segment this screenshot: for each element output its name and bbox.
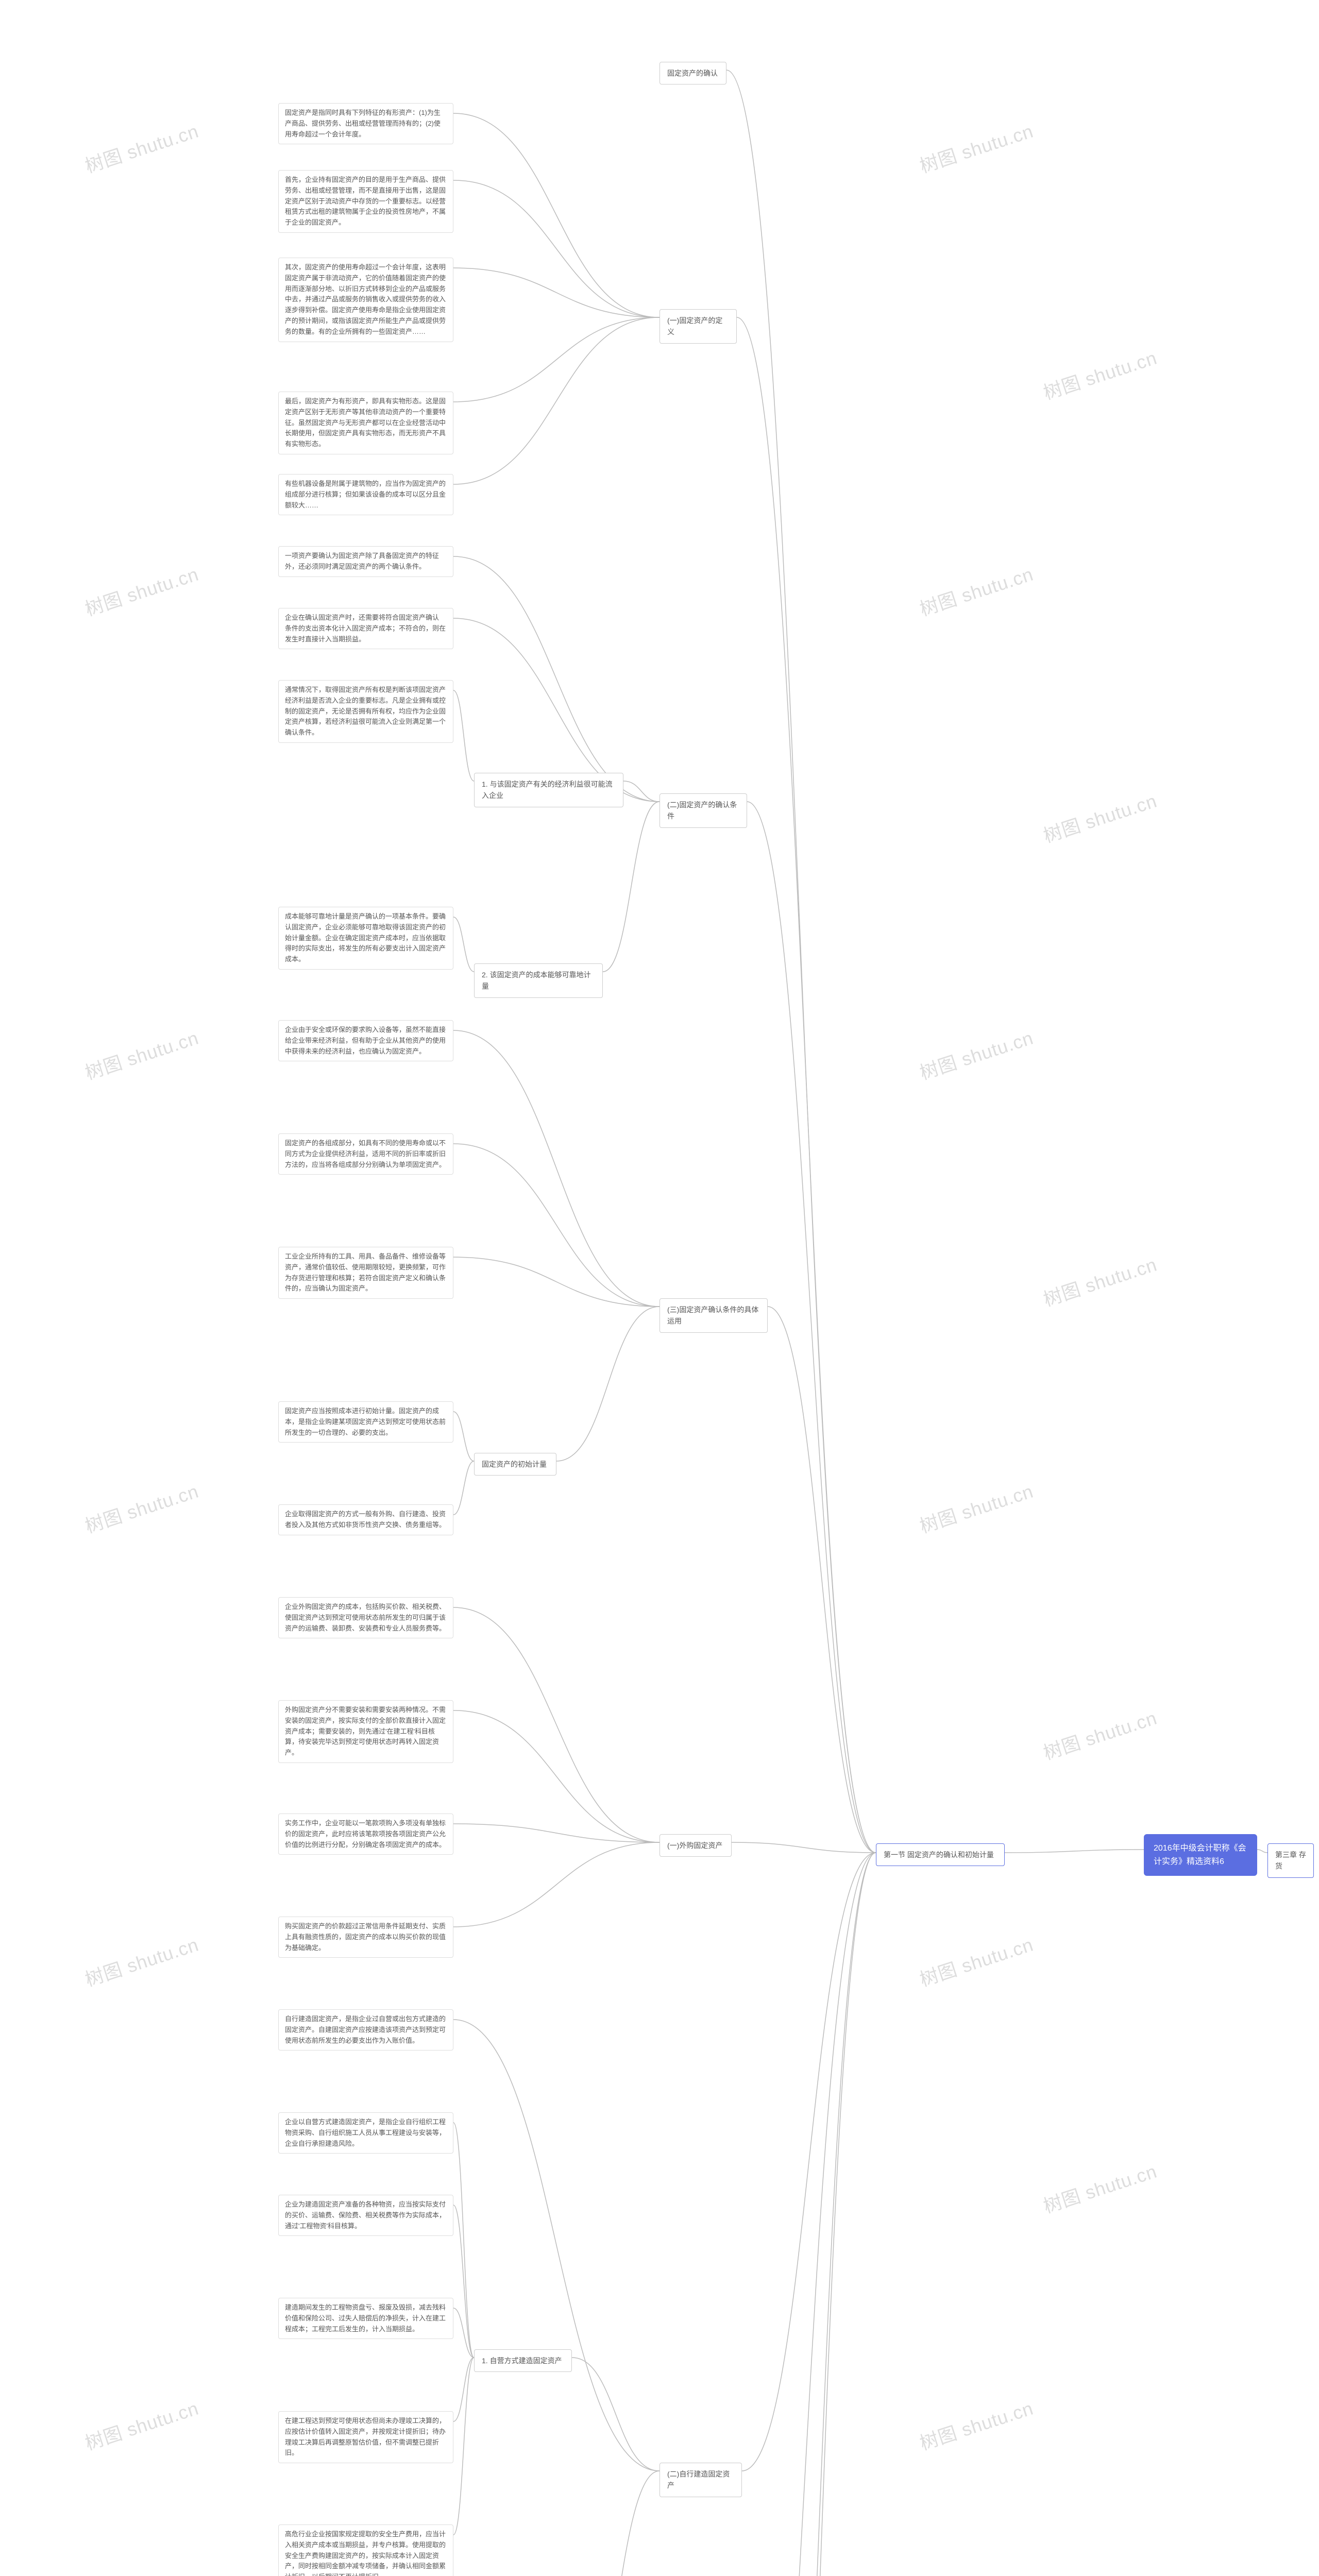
watermark: 树图 shutu.cn (916, 2394, 1037, 2455)
chapter-node: 第三章 存货 (1267, 1843, 1314, 1878)
leaf-15: 外购固定资产分不需要安装和需要安装两种情况。不需安装的固定资产，按实际支付的全部… (278, 1700, 453, 1763)
connector (453, 690, 474, 781)
connector (1257, 1850, 1267, 1853)
watermark: 树图 shutu.cn (1040, 1703, 1160, 1765)
connector (1005, 1850, 1144, 1853)
connector (453, 2308, 474, 2358)
leaf-6: 企业在确认固定资产时，还需要将符合固定资产确认 条件的支出资本化计入固定资产成本… (278, 608, 453, 649)
connector (453, 317, 660, 484)
watermark: 树图 shutu.cn (1040, 343, 1160, 405)
watermark: 树图 shutu.cn (81, 116, 202, 178)
connector (732, 1853, 876, 2576)
leaf-2: 其次，固定资产的使用寿命超过一个会计年度，这表明固定资产属于非流动资产，它的价值… (278, 258, 453, 342)
leaf-8: 成本能够可靠地计量是资产确认的一项基本条件。要确认固定资产，企业必须能够可靠地取… (278, 907, 453, 970)
connector (453, 1842, 660, 1927)
watermark: 树图 shutu.cn (81, 1930, 202, 1992)
connector (453, 1412, 474, 1461)
root-node: 2016年中级会计职称《会计实务》精选资料6 (1144, 1834, 1257, 1876)
leaf-3: 最后，固定资产为有形资产，即具有实物形态。这是固定资产区别于无形资产等其他非流动… (278, 392, 453, 454)
connector (453, 2020, 660, 2471)
watermark: 树图 shutu.cn (81, 1477, 202, 1538)
watermark: 树图 shutu.cn (916, 1477, 1037, 1538)
leaf-7: 通常情况下，取得固定资产所有权是判断该项固定资产经济利益是否流入企业的重要标志。… (278, 680, 453, 743)
leaf-18: 自行建造固定资产，是指企业过自营或出包方式建造的固定资产。自建固定资产应按建造该… (278, 2009, 453, 2050)
connector (737, 317, 876, 1853)
connector (623, 781, 660, 802)
leaf-10: 固定资产的各组成部分，如具有不同的使用寿命或以不同方式为企业提供经济利益，适用不… (278, 1133, 453, 1175)
connector (768, 1307, 876, 1853)
s3a: 固定资产的初始计量 (474, 1453, 556, 1476)
connector (453, 1257, 660, 1307)
connector (453, 556, 660, 802)
leaf-20: 企业为建造固定资产准备的各种物资，应当按实际支付的买价、运输费、保险费、相关税费… (278, 2195, 453, 2236)
leaf-11: 工业企业所持有的工具、用具、备品备件、维修设备等资产，通常价值较低、使用期限较短… (278, 1247, 453, 1299)
connector (453, 1607, 660, 1842)
leaf-21: 建造期间发生的工程物资盘亏、报废及毁损，减去残料价值和保险公司、过失人赔偿后的净… (278, 2298, 453, 2339)
h5: (二)自行建造固定资产 (660, 2463, 742, 2497)
connector (572, 2358, 660, 2471)
watermark: 树图 shutu.cn (81, 560, 202, 621)
section-node: 第一节 固定资产的确认和初始计量 (876, 1843, 1005, 1866)
leaf-12: 固定资产应当按照成本进行初始计量。固定资产的成本，是指企业购建某项固定资产达到预… (278, 1401, 453, 1443)
s2a: 1. 与该固定资产有关的经济利益很可能流入企业 (474, 773, 623, 807)
connector (726, 70, 876, 1853)
leaf-9: 企业由于安全或环保的要求购入设备等，虽然不能直接给企业带来经济利益，但有助于企业… (278, 1020, 453, 1061)
connector (453, 2358, 474, 2421)
leaf-19: 企业以自营方式建造固定资产，是指企业自行组织工程物资采购、自行组织施工人员从事工… (278, 2112, 453, 2154)
watermark: 树图 shutu.cn (81, 1023, 202, 1085)
connector-layer (0, 0, 1319, 2576)
connector (453, 2123, 474, 2358)
leaf-22: 在建工程达到预定可使用状态但尚未办理竣工决算的，应按估计价值转入固定资产，并按规… (278, 2411, 453, 2463)
connector (453, 1144, 660, 1307)
watermark: 树图 shutu.cn (1040, 1250, 1160, 1312)
h0: 固定资产的确认 (660, 62, 726, 84)
h4: (一)外购固定资产 (660, 1834, 732, 1857)
connector (453, 1824, 660, 1842)
h1: (一)固定资产的定义 (660, 309, 737, 344)
connector (732, 1842, 876, 1853)
leaf-4: 有些机器设备是附属于建筑物的，应当作为固定资产的组成部分进行核算；但如果该设备的… (278, 474, 453, 515)
s2b: 2. 该固定资产的成本能够可靠地计量 (474, 963, 603, 998)
connector (453, 1030, 660, 1307)
watermark: 树图 shutu.cn (81, 2394, 202, 2455)
watermark: 树图 shutu.cn (916, 116, 1037, 178)
leaf-14: 企业外购固定资产的成本，包括购买价款、相关税费、使固定资产达到预定可使用状态前所… (278, 1597, 453, 1638)
connector (453, 917, 474, 972)
connector (742, 1853, 876, 2471)
connector (453, 268, 660, 317)
leaf-13: 企业取得固定资产的方式一般有外购、自行建造、投资者投入及其他方式如非货币性资产交… (278, 1504, 453, 1535)
connector (453, 113, 660, 317)
connector (453, 1710, 660, 1842)
connector (556, 1307, 660, 1461)
connector (603, 802, 660, 972)
leaf-23: 高危行业企业按国家规定提取的安全生产费用，应当计入相关资产成本或当期损益，并专户… (278, 2524, 453, 2576)
leaf-17: 购买固定资产的价款超过正常信用条件延期支付、实质上具有融资性质的，固定资产的成本… (278, 1917, 453, 1958)
connector (572, 2471, 660, 2576)
connector (757, 1853, 876, 2576)
leaf-0: 固定资产是指同时具有下列特征的有形资产：(1)为生产商品、提供劳务、出租或经营管… (278, 103, 453, 144)
connector (453, 317, 660, 402)
watermark: 树图 shutu.cn (916, 1930, 1037, 1992)
s5a: 1. 自营方式建造固定资产 (474, 2349, 572, 2372)
leaf-1: 首先，企业持有固定资产的目的是用于生产商品、提供劳务、出租或经营管理，而不是直接… (278, 170, 453, 233)
connector (453, 180, 660, 317)
h2: (二)固定资产的确认条件 (660, 793, 747, 828)
h3: (三)固定资产确认条件的具体运用 (660, 1298, 768, 1333)
connector (757, 1853, 876, 2576)
connector (453, 2358, 474, 2535)
watermark: 树图 shutu.cn (916, 560, 1037, 621)
watermark: 树图 shutu.cn (1040, 2157, 1160, 2218)
connector (453, 2205, 474, 2358)
watermark: 树图 shutu.cn (916, 1023, 1037, 1085)
leaf-16: 实务工作中，企业可能以一笔款项购入多项没有单独标价的固定资产，此时应将该笔款项按… (278, 1814, 453, 1855)
connector (453, 1461, 474, 1515)
watermark: 树图 shutu.cn (1040, 786, 1160, 848)
leaf-5: 一项资产要确认为固定资产除了具备固定资产的特征外，还必须同时满足固定资产的两个确… (278, 546, 453, 577)
